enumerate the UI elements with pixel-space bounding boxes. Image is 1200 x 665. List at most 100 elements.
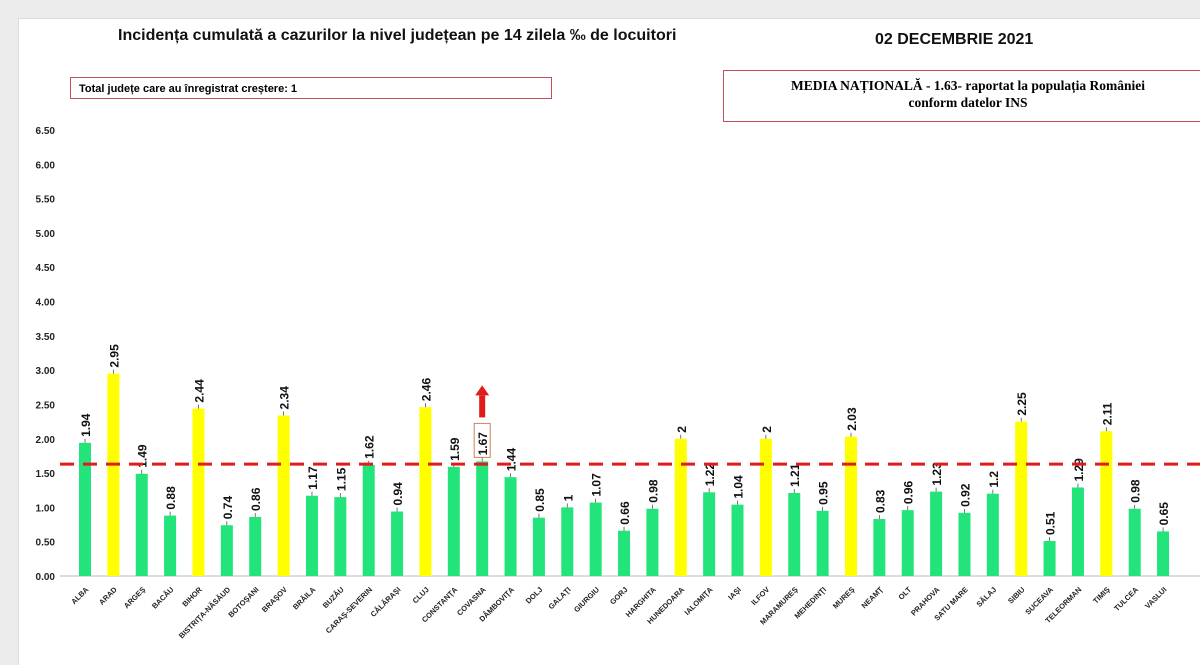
bar-hunedoara — [674, 438, 687, 576]
bar-sălaj — [986, 493, 999, 576]
bar-bistriţa-năsăud — [220, 525, 233, 576]
bar-bihor — [192, 408, 205, 576]
bar-dâmboviţa — [504, 477, 517, 576]
bar-satu mare — [958, 512, 971, 576]
data-label: 2.11 — [1100, 402, 1114, 425]
bar-teleorman — [1071, 487, 1084, 576]
bar-ilfov — [759, 438, 772, 576]
x-tick-label: ARAD — [97, 585, 119, 607]
data-label: 0.65 — [1157, 502, 1171, 526]
bar-buzău — [334, 497, 347, 576]
x-tick-label: NEAMŢ — [860, 585, 886, 611]
x-tick-label: IAŞI — [726, 585, 743, 602]
y-tick-label: 5.50 — [36, 195, 56, 206]
y-tick-label: 4.50 — [36, 263, 56, 274]
data-label: 1.94 — [79, 413, 93, 437]
data-label: 0.85 — [533, 488, 547, 512]
bar-suceava — [1043, 541, 1056, 576]
bar-mureş — [844, 436, 857, 576]
x-tick-label: BIHOR — [180, 585, 204, 609]
data-label: 1.07 — [590, 473, 604, 497]
y-tick-label: 1.00 — [36, 503, 56, 514]
y-tick-label: 2.00 — [36, 435, 56, 446]
data-label: 1.44 — [505, 448, 519, 472]
x-tick-label: TIMIŞ — [1091, 585, 1112, 606]
y-tick-label: 6.50 — [36, 126, 56, 137]
data-label: 0.83 — [873, 489, 887, 513]
x-tick-label: BRĂILA — [291, 585, 318, 612]
increase-arrow-shaft — [479, 395, 486, 418]
data-label: 2.03 — [845, 407, 859, 431]
chart-panel — [18, 18, 1200, 665]
y-tick-label: 6.00 — [36, 160, 56, 171]
x-tick-label: VASLUI — [1143, 585, 1168, 610]
x-tick-label: ALBA — [69, 585, 91, 607]
bar-olt — [901, 510, 914, 576]
bar-harghita — [646, 508, 659, 576]
y-tick-label: 3.00 — [36, 366, 56, 377]
bar-ialomiţa — [703, 492, 716, 576]
bar-gorj — [618, 530, 631, 576]
x-tick-label: TULCEA — [1112, 585, 1140, 613]
bar-galaţi — [561, 507, 574, 576]
bar-prahova — [930, 491, 943, 576]
data-label: 1.29 — [1072, 458, 1086, 482]
bar-caraş-severin — [362, 464, 375, 576]
data-label: 2.46 — [419, 378, 433, 402]
data-label: 0.74 — [221, 496, 235, 520]
data-label: 0.66 — [618, 501, 632, 525]
bar-botoşani — [249, 516, 262, 576]
bar-tulcea — [1128, 508, 1141, 576]
bar-constanţa — [447, 466, 460, 576]
data-label: 0.86 — [249, 487, 263, 511]
bar-sibiu — [1015, 421, 1028, 576]
bar-mehedinţi — [816, 510, 829, 576]
bar-alba — [79, 442, 91, 576]
y-tick-label: 0.50 — [36, 538, 56, 549]
y-tick-label: 2.50 — [36, 400, 56, 411]
x-tick-label: DOLJ — [524, 585, 545, 606]
bar-maramureş — [788, 492, 801, 576]
x-tick-label: SIBIU — [1006, 585, 1027, 606]
x-tick-label: BISTRIŢA-NĂSĂUD — [177, 585, 233, 641]
data-label: 2 — [760, 426, 774, 433]
x-tick-label: BRAŞOV — [260, 585, 289, 614]
data-label: 1.67 — [476, 432, 490, 456]
data-label: 1.15 — [334, 467, 348, 491]
red-up-arrow-icon — [475, 385, 490, 396]
data-label: 0.98 — [646, 479, 660, 503]
y-tick-label: 0.00 — [36, 572, 56, 583]
bar-bacău — [164, 515, 177, 576]
y-tick-label: 5.00 — [36, 229, 56, 240]
bar-argeş — [135, 473, 148, 576]
increase-count-box: Total județe care au înregistrat creșter… — [70, 77, 552, 99]
bar-vaslui — [1157, 531, 1170, 576]
x-tick-label: BACĂU — [150, 585, 176, 611]
national-mean-line2: conform datelor INS — [908, 95, 1028, 110]
y-tick-label: 4.00 — [36, 298, 56, 309]
data-label: 0.98 — [1129, 479, 1143, 503]
data-label: 1.22 — [703, 463, 717, 487]
bar-covasna — [476, 461, 489, 576]
x-tick-label: ILFOV — [749, 585, 771, 607]
x-tick-label: SĂLAJ — [974, 585, 998, 609]
x-tick-label: GALAŢI — [547, 585, 573, 611]
y-tick-label: 3.50 — [36, 332, 56, 343]
bar-călăraşi — [391, 511, 404, 576]
data-label: 2.95 — [107, 344, 121, 368]
data-label: 0.92 — [958, 483, 972, 507]
data-label: 0.51 — [1044, 511, 1058, 535]
x-tick-label: CĂLĂRAŞI — [369, 585, 403, 619]
bar-timiş — [1100, 431, 1113, 576]
national-mean-box: MEDIA NAȚIONALĂ - 1.63- raportat la popu… — [723, 70, 1200, 122]
bar-arad — [107, 373, 120, 576]
bar-iaşi — [731, 504, 744, 576]
x-tick-label: GIURGIU — [572, 585, 601, 614]
x-tick-label: BOTOŞANI — [226, 585, 260, 619]
bar-brăila — [305, 495, 318, 576]
x-tick-label: GORJ — [608, 585, 629, 606]
data-label: 1.17 — [306, 466, 320, 490]
bar-dolj — [532, 517, 545, 576]
data-label: 2.44 — [192, 379, 206, 403]
bar-braşov — [277, 415, 290, 576]
